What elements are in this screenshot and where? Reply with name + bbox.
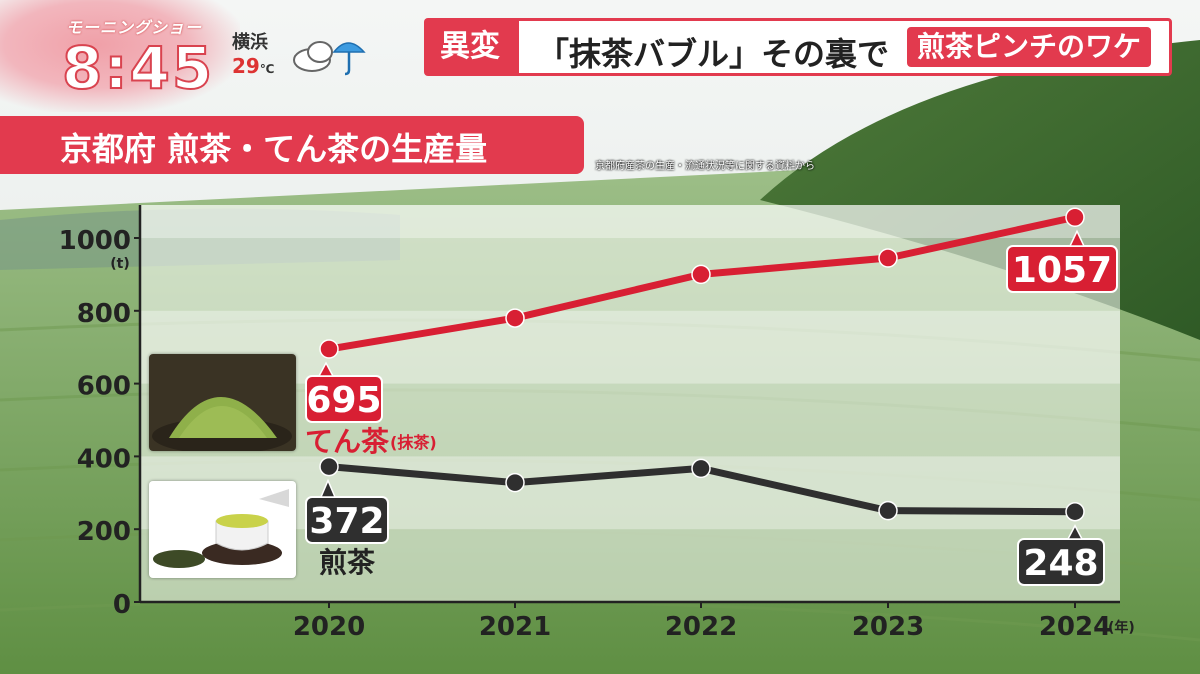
data-label-text: 695 <box>306 380 381 421</box>
headline-text: 「抹茶バブル」その裏で <box>537 35 890 73</box>
data-label-text: 1057 <box>1012 250 1112 291</box>
chart-labels: 695 1057 372 248 てん茶 (抹茶) 煎茶 <box>305 229 1118 586</box>
grid-band <box>140 310 1120 384</box>
sencha-series-name: 煎茶 <box>319 546 376 579</box>
x-unit-label: (年) <box>1108 619 1135 636</box>
headline-banner: 異変 「抹茶バブル」その裏で 煎茶ピンチのワケ <box>424 18 1174 76</box>
x-tick-label: 2023 <box>852 612 924 642</box>
y-tick-label: 0 <box>113 590 131 620</box>
data-label-pointer <box>319 478 337 498</box>
grid-band <box>140 205 1120 238</box>
data-label-box <box>305 375 383 423</box>
cloud-icon <box>293 41 333 72</box>
source-note: 京都府産茶の生産・流通状況等に関する資料から <box>595 161 815 172</box>
data-label-box <box>1006 245 1118 293</box>
data-point <box>691 264 711 285</box>
chart-title: 京都府 煎茶・てん茶の生産量 <box>60 130 488 168</box>
clock: 8:45 <box>61 33 215 103</box>
data-label-pointer <box>1066 524 1084 540</box>
data-label-pointer <box>1068 229 1086 247</box>
y-tick-label: 800 <box>77 299 131 329</box>
x-tick-label: 2021 <box>479 612 551 642</box>
y-tick-label: 200 <box>77 517 131 547</box>
headline-highlight: 煎茶ピンチのワケ <box>907 27 1152 67</box>
data-point <box>505 472 525 493</box>
data-point <box>691 458 711 479</box>
weather-icons <box>293 41 366 76</box>
x-tick-label: 2024 <box>1039 612 1111 642</box>
tencha-series-name: てん茶 <box>305 425 390 458</box>
tencha-end-label: 1057 <box>1006 229 1118 293</box>
data-label-box <box>305 496 389 544</box>
data-point <box>1065 207 1085 228</box>
umbrella-icon <box>332 42 366 76</box>
x-tick-label: 2020 <box>293 612 365 642</box>
headline-main-box: 「抹茶バブル」その裏で 煎茶ピンチのワケ <box>516 18 1172 76</box>
data-label-pointer <box>317 361 335 377</box>
sencha-start-label: 372 <box>305 478 389 544</box>
sencha-cup-photo <box>149 481 296 578</box>
chart-lines <box>319 207 1085 522</box>
data-label-box <box>1017 538 1105 586</box>
data-point <box>1065 501 1085 522</box>
data-label-text: 248 <box>1023 543 1098 584</box>
plot-area <box>140 205 1120 602</box>
y-tick-label: 400 <box>77 444 131 474</box>
weather-temperature: 29℃ <box>232 54 275 78</box>
program-name: モーニングショー <box>66 18 203 37</box>
matcha-powder-photo <box>149 354 296 451</box>
grid-band <box>140 456 1120 530</box>
tencha-start-label: 695 <box>305 361 383 423</box>
chart-bands <box>140 205 1120 602</box>
data-label-text: 372 <box>309 501 384 542</box>
program-logo-splash <box>0 0 240 112</box>
y-unit-label: (t) <box>110 256 130 272</box>
weather-city: 横浜 <box>232 32 268 53</box>
data-point <box>319 456 339 477</box>
data-point <box>878 500 898 521</box>
sencha-end-label: 248 <box>1017 524 1105 586</box>
headline-tag: 異変 <box>424 18 516 76</box>
chart-title-bar: 京都府 煎茶・てん茶の生産量 <box>0 116 584 174</box>
tencha-series-note: (抹茶) <box>390 433 437 452</box>
data-point <box>319 339 339 359</box>
chart-axis: 0 200 400 600 800 1000(t) 2020 2021 2022 2023 2024… <box>59 205 1135 642</box>
x-tick-label: 2022 <box>665 612 737 642</box>
data-point <box>878 248 898 268</box>
y-tick-label: 1000 <box>59 226 131 256</box>
data-point <box>505 308 525 328</box>
y-tick-label: 600 <box>77 372 131 402</box>
